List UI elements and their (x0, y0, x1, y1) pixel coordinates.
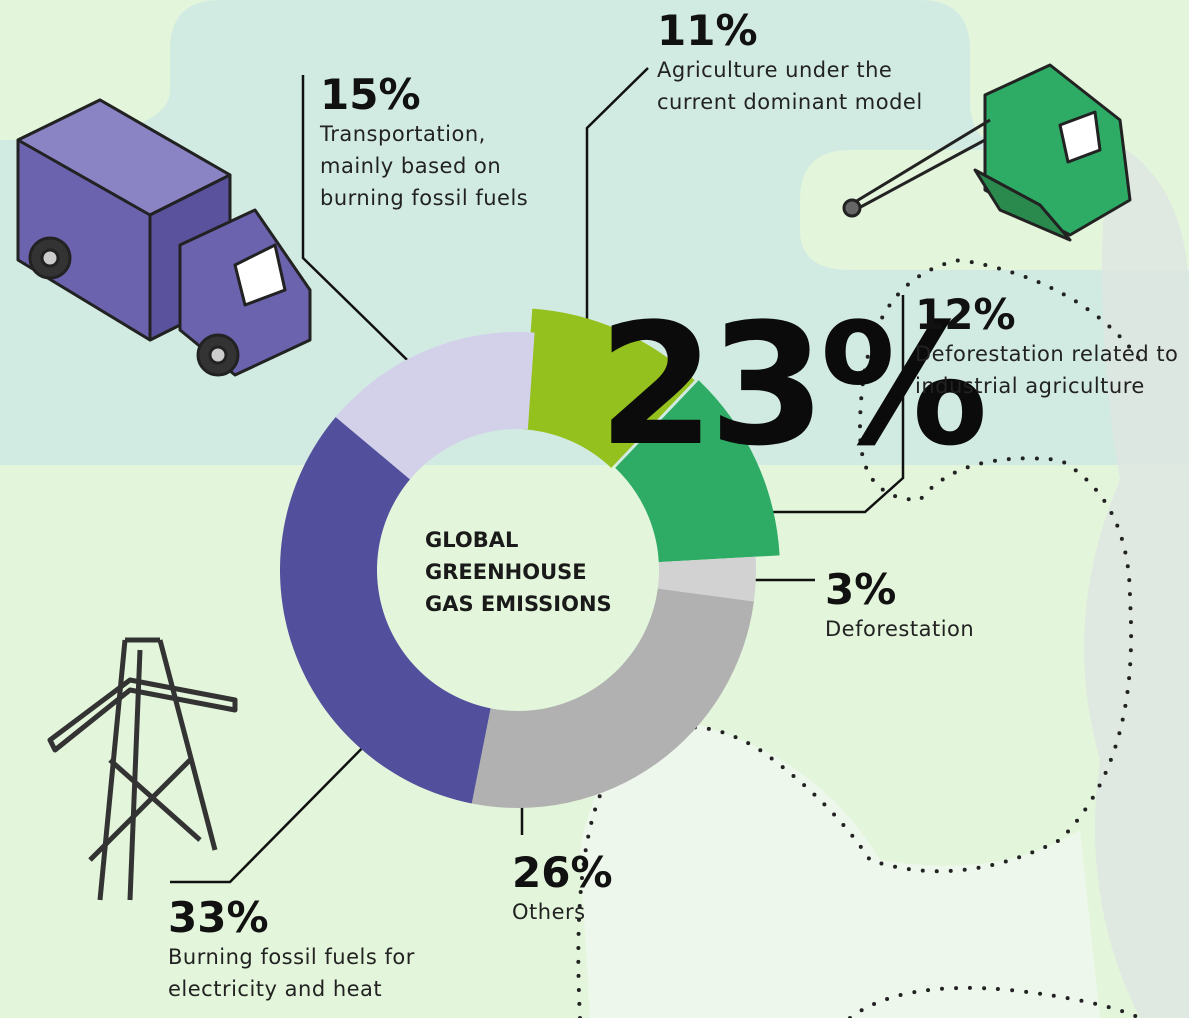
tower-icon (50, 640, 235, 900)
value-label: 26% (512, 850, 662, 896)
center-label: GLOBAL GREENHOUSE GAS EMISSIONS (425, 524, 625, 620)
infographic: 23% GLOBAL GREENHOUSE GAS EMISSIONS 11%A… (0, 0, 1189, 1018)
category-label: Agriculture under the current dominant m… (657, 54, 977, 118)
value-label: 12% (915, 292, 1189, 338)
value-label: 33% (168, 895, 468, 941)
category-label: Deforestation related to industrial agri… (915, 338, 1189, 402)
value-label: 11% (657, 8, 977, 54)
slice-label: 3%Deforestation (825, 567, 1025, 645)
category-label: Transportation, mainly based on burning … (320, 118, 560, 214)
value-label: 15% (320, 72, 560, 118)
value-label: 3% (825, 567, 1025, 613)
slice-label: 12%Deforestation related to industrial a… (915, 292, 1189, 402)
category-label: Burning fossil fuels for electricity and… (168, 941, 468, 1005)
category-label: Deforestation (825, 613, 1025, 645)
slice-label: 15%Transportation, mainly based on burni… (320, 72, 560, 214)
category-label: Others (512, 896, 662, 928)
slice-label: 26%Others (512, 850, 662, 928)
slice-label: 11%Agriculture under the current dominan… (657, 8, 977, 118)
slice-label: 33%Burning fossil fuels for electricity … (168, 895, 468, 1005)
